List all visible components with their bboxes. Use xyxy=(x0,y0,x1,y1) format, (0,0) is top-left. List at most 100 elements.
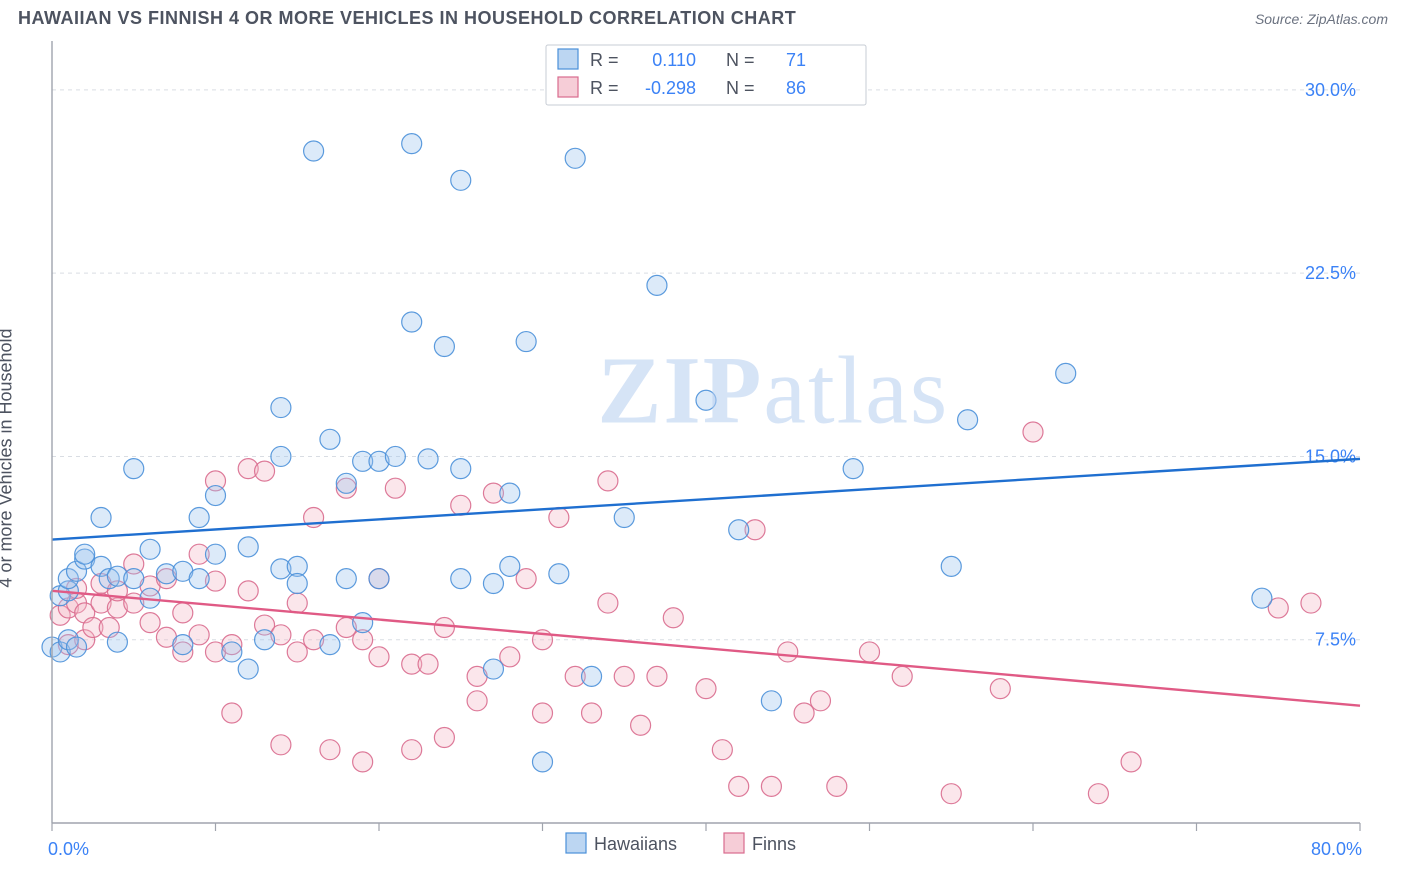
scatter-point-finns xyxy=(271,735,291,755)
scatter-point-finns xyxy=(990,679,1010,699)
scatter-point-hawaiians xyxy=(418,449,438,469)
y-grid-label: 15.0% xyxy=(1305,446,1356,466)
scatter-point-finns xyxy=(353,752,373,772)
scatter-point-finns xyxy=(222,703,242,723)
stats-r-label: R = xyxy=(590,78,619,98)
scatter-point-finns xyxy=(647,666,667,686)
scatter-point-hawaiians xyxy=(958,410,978,430)
scatter-point-finns xyxy=(533,703,553,723)
scatter-point-finns xyxy=(729,776,749,796)
scatter-point-finns xyxy=(238,581,258,601)
scatter-point-finns xyxy=(892,666,912,686)
scatter-point-finns xyxy=(467,691,487,711)
scatter-point-hawaiians xyxy=(483,574,503,594)
scatter-point-hawaiians xyxy=(696,390,716,410)
scatter-point-hawaiians xyxy=(647,275,667,295)
scatter-point-finns xyxy=(810,691,830,711)
legend-swatch-hawaiians xyxy=(566,833,586,853)
scatter-point-hawaiians xyxy=(255,630,275,650)
scatter-point-hawaiians xyxy=(91,508,111,528)
scatter-point-hawaiians xyxy=(533,752,553,772)
chart-title: HAWAIIAN VS FINNISH 4 OR MORE VEHICLES I… xyxy=(18,8,796,29)
scatter-point-hawaiians xyxy=(614,508,634,528)
scatter-point-finns xyxy=(1023,422,1043,442)
scatter-point-finns xyxy=(434,618,454,638)
scatter-point-hawaiians xyxy=(451,459,471,479)
scatter-point-finns xyxy=(712,740,732,760)
scatter-point-hawaiians xyxy=(451,569,471,589)
scatter-point-finns xyxy=(631,715,651,735)
stats-n-value-hawaiians: 71 xyxy=(786,50,806,70)
scatter-point-hawaiians xyxy=(582,666,602,686)
scatter-point-hawaiians xyxy=(124,569,144,589)
scatter-point-finns xyxy=(582,703,602,723)
scatter-point-finns xyxy=(385,478,405,498)
scatter-point-hawaiians xyxy=(434,336,454,356)
scatter-point-finns xyxy=(761,776,781,796)
scatter-point-hawaiians xyxy=(565,148,585,168)
scatter-point-hawaiians xyxy=(320,635,340,655)
scatter-point-hawaiians xyxy=(500,556,520,576)
scatter-point-finns xyxy=(434,727,454,747)
scatter-point-finns xyxy=(549,508,569,528)
scatter-point-finns xyxy=(418,654,438,674)
scatter-point-hawaiians xyxy=(843,459,863,479)
scatter-point-finns xyxy=(320,740,340,760)
scatter-point-finns xyxy=(598,593,618,613)
stats-r-label: R = xyxy=(590,50,619,70)
scatter-point-finns xyxy=(598,471,618,491)
scatter-point-hawaiians xyxy=(353,613,373,633)
scatter-point-finns xyxy=(287,593,307,613)
scatter-point-hawaiians xyxy=(402,312,422,332)
scatter-point-finns xyxy=(402,740,422,760)
scatter-point-finns xyxy=(140,613,160,633)
scatter-point-hawaiians xyxy=(516,332,536,352)
stats-swatch-finns xyxy=(558,77,578,97)
scatter-point-hawaiians xyxy=(271,446,291,466)
scatter-point-hawaiians xyxy=(107,632,127,652)
stats-r-value-finns: -0.298 xyxy=(645,78,696,98)
scatter-chart: 7.5%15.0%22.5%30.0%0.0%80.0%R =0.110N =7… xyxy=(0,33,1406,883)
scatter-point-hawaiians xyxy=(189,569,209,589)
scatter-point-hawaiians xyxy=(271,398,291,418)
x-max-label: 80.0% xyxy=(1311,839,1362,859)
scatter-point-finns xyxy=(369,647,389,667)
scatter-point-hawaiians xyxy=(1252,588,1272,608)
scatter-point-finns xyxy=(827,776,847,796)
legend-label-hawaiians: Hawaiians xyxy=(594,834,677,854)
stats-n-value-finns: 86 xyxy=(786,78,806,98)
stats-n-label: N = xyxy=(726,78,755,98)
scatter-point-finns xyxy=(696,679,716,699)
y-grid-label: 22.5% xyxy=(1305,263,1356,283)
scatter-point-hawaiians xyxy=(320,429,340,449)
legend-label-finns: Finns xyxy=(752,834,796,854)
stats-n-label: N = xyxy=(726,50,755,70)
scatter-point-hawaiians xyxy=(483,659,503,679)
scatter-point-hawaiians xyxy=(124,459,144,479)
scatter-point-hawaiians xyxy=(238,659,258,679)
scatter-point-hawaiians xyxy=(500,483,520,503)
scatter-point-hawaiians xyxy=(451,170,471,190)
scatter-point-finns xyxy=(451,495,471,515)
stats-swatch-hawaiians xyxy=(558,49,578,69)
scatter-point-finns xyxy=(287,642,307,662)
scatter-point-hawaiians xyxy=(336,569,356,589)
scatter-point-finns xyxy=(173,603,193,623)
scatter-point-finns xyxy=(778,642,798,662)
scatter-point-finns xyxy=(614,666,634,686)
scatter-point-finns xyxy=(663,608,683,628)
scatter-point-hawaiians xyxy=(140,539,160,559)
legend-swatch-finns xyxy=(724,833,744,853)
y-grid-label: 30.0% xyxy=(1305,80,1356,100)
scatter-point-hawaiians xyxy=(369,569,389,589)
scatter-point-finns xyxy=(860,642,880,662)
scatter-point-hawaiians xyxy=(238,537,258,557)
scatter-point-hawaiians xyxy=(304,141,324,161)
scatter-point-finns xyxy=(1088,784,1108,804)
y-axis-label: 4 or more Vehicles in Household xyxy=(0,328,17,587)
scatter-point-hawaiians xyxy=(75,544,95,564)
scatter-point-finns xyxy=(516,569,536,589)
scatter-point-hawaiians xyxy=(287,574,307,594)
stats-r-value-hawaiians: 0.110 xyxy=(652,50,696,70)
scatter-point-hawaiians xyxy=(549,564,569,584)
